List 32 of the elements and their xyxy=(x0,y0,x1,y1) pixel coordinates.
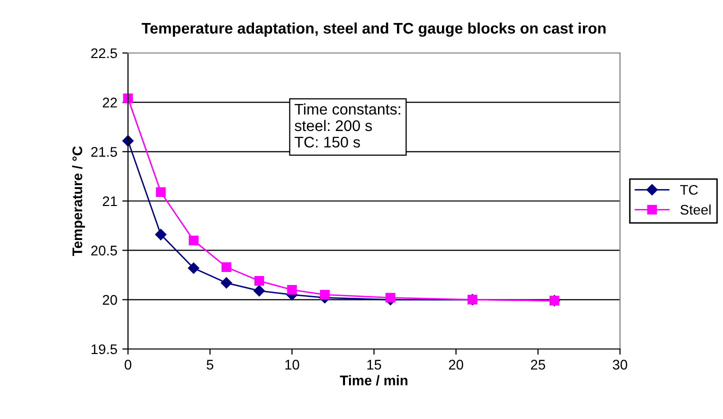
x-tick-label: 10 xyxy=(285,360,300,370)
point xyxy=(188,236,198,246)
legend-label: Steel xyxy=(680,204,711,215)
point xyxy=(156,187,166,197)
y-tick-label: 22.5 xyxy=(91,48,118,58)
y-tick-label: 21 xyxy=(102,196,117,206)
point xyxy=(254,276,264,286)
chart-title: Temperature adaptation, steel and TC gauge blocks on cast iron xyxy=(142,22,606,37)
y-tick-label: 21.5 xyxy=(91,147,118,157)
point xyxy=(320,290,330,300)
y-axis-title: Temperature / °C xyxy=(72,146,85,256)
legend-label: TC xyxy=(680,184,698,195)
x-tick-label: 25 xyxy=(530,360,546,370)
y-tick-label: 20 xyxy=(102,295,118,305)
y-tick-label: 19.5 xyxy=(92,344,118,354)
point xyxy=(220,277,232,288)
x-tick-label: 0 xyxy=(124,360,132,370)
point xyxy=(222,262,232,272)
point xyxy=(188,262,200,274)
x-axis-title: Time / min xyxy=(340,375,408,386)
point xyxy=(287,284,297,295)
y-tick-label: 20.5 xyxy=(91,246,118,256)
annotation: Time constants: steel: 200 s TC: 150 s xyxy=(294,103,400,148)
point xyxy=(155,228,166,240)
x-tick-label: 15 xyxy=(367,360,382,370)
x-tick-label: 5 xyxy=(206,360,214,370)
y-tick-label: 22 xyxy=(102,98,117,108)
x-tick-label: 20 xyxy=(448,360,464,370)
point xyxy=(254,285,265,296)
point xyxy=(122,135,134,146)
point xyxy=(386,292,396,303)
x-tick-label: 30 xyxy=(612,360,628,370)
